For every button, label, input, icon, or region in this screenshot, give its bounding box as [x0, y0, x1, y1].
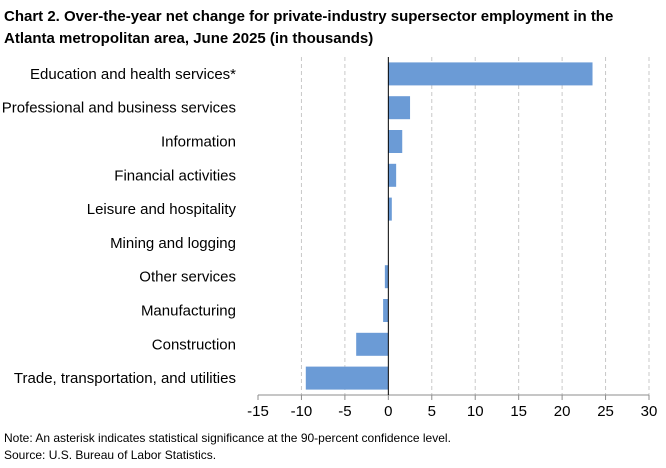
bars — [305, 62, 593, 390]
x-tick-label: 15 — [510, 403, 527, 420]
category-label: Professional and business services — [2, 100, 236, 117]
chart-note: Note: An asterisk indicates statistical … — [4, 431, 451, 445]
bar — [388, 130, 403, 153]
axes — [257, 57, 650, 400]
chart-title: Chart 2. Over-the-year net change for pr… — [4, 8, 614, 47]
bar — [356, 332, 389, 356]
category-label: Manufacturing — [141, 303, 236, 320]
chart-source: Source: U.S. Bureau of Labor Statistics. — [4, 448, 217, 462]
category-label: Other services — [139, 269, 236, 286]
x-tick-label: 30 — [641, 403, 658, 420]
x-tick-label: -10 — [291, 403, 313, 420]
x-tick-label: 5 — [428, 403, 436, 420]
bar — [305, 366, 389, 390]
x-tick-label: 25 — [597, 403, 614, 420]
x-tick-label: 10 — [467, 403, 484, 420]
bar — [384, 265, 389, 289]
category-label: Information — [161, 134, 236, 151]
bar — [388, 163, 397, 187]
x-tick-label: 0 — [384, 403, 392, 420]
category-label: Financial activities — [114, 167, 236, 184]
bar — [388, 197, 392, 221]
category-label: Trade, transportation, and utilities — [14, 370, 236, 387]
tick-labels: -15 -10 -5 0 5 10 15 20 25 30 — [247, 403, 657, 420]
bar — [388, 62, 593, 86]
category-labels: Education and health services* Profession… — [2, 66, 237, 387]
category-label: Construction — [152, 336, 236, 353]
x-tick-label: 20 — [554, 403, 571, 420]
x-tick-label: -5 — [338, 403, 351, 420]
category-label: Leisure and hospitality — [87, 201, 237, 218]
bar — [388, 96, 411, 120]
x-tick-label: -15 — [247, 403, 269, 420]
bar — [383, 299, 389, 322]
gridlines — [300, 57, 650, 395]
category-label: Education and health services* — [30, 66, 236, 83]
category-label: Mining and logging — [110, 235, 236, 252]
